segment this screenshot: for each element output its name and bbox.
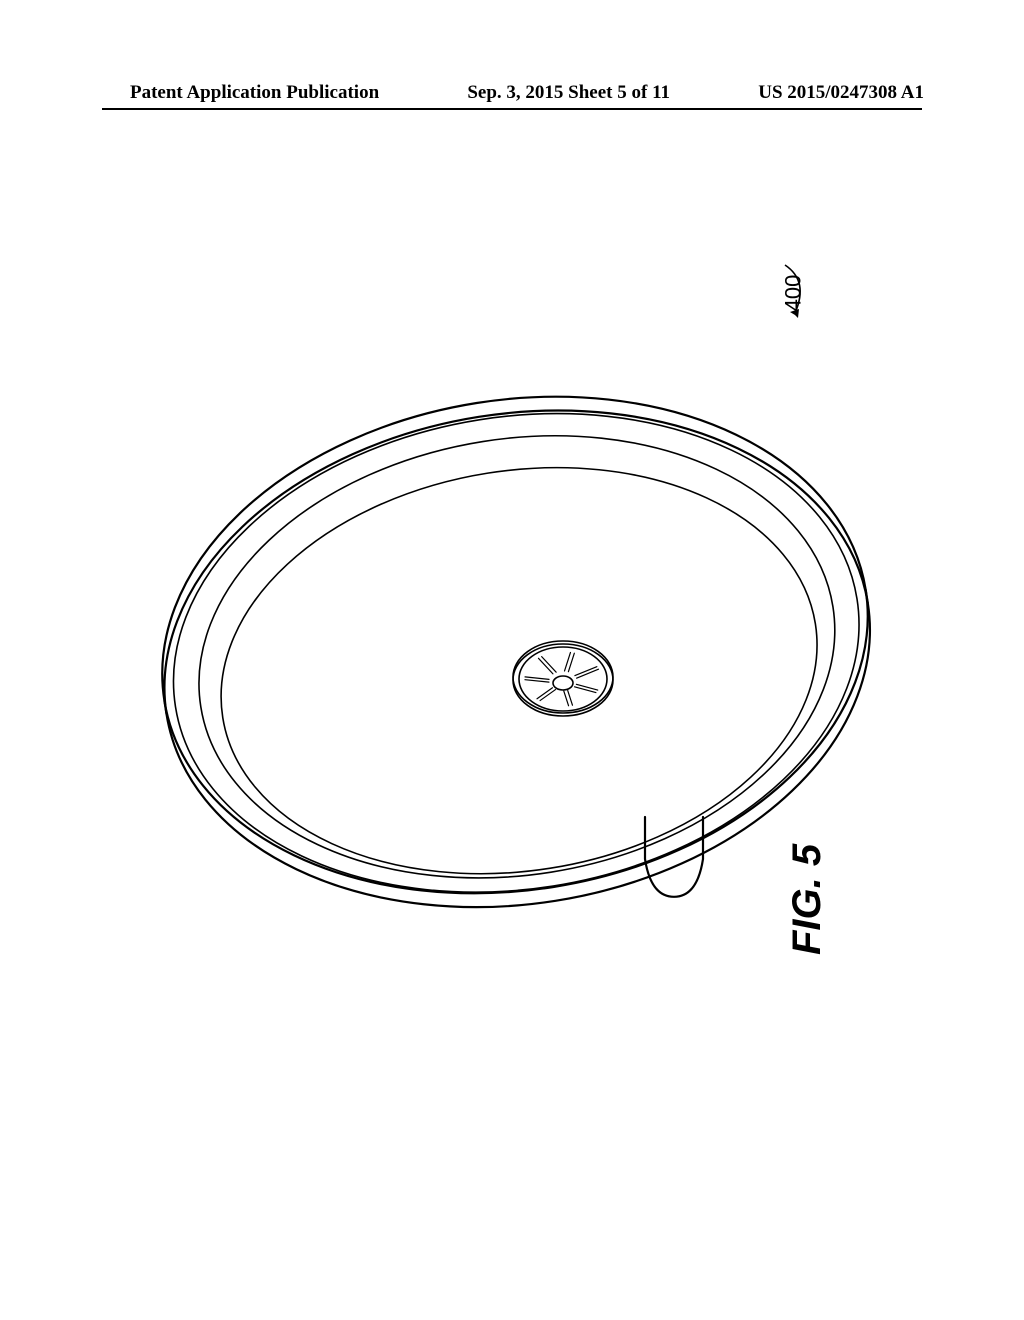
header-rule <box>102 108 922 110</box>
patent-figure-svg <box>145 245 885 1015</box>
page-container: Patent Application Publication Sep. 3, 2… <box>0 0 1024 1320</box>
page-header: Patent Application Publication Sep. 3, 2… <box>0 82 1024 104</box>
header-center: Sep. 3, 2015 Sheet 5 of 11 <box>467 82 670 104</box>
header-left: Patent Application Publication <box>130 82 379 104</box>
header-right: US 2015/0247308 A1 <box>758 82 924 104</box>
figure-label: FIG. 5 <box>785 844 830 955</box>
figure-drawing <box>145 245 885 1015</box>
